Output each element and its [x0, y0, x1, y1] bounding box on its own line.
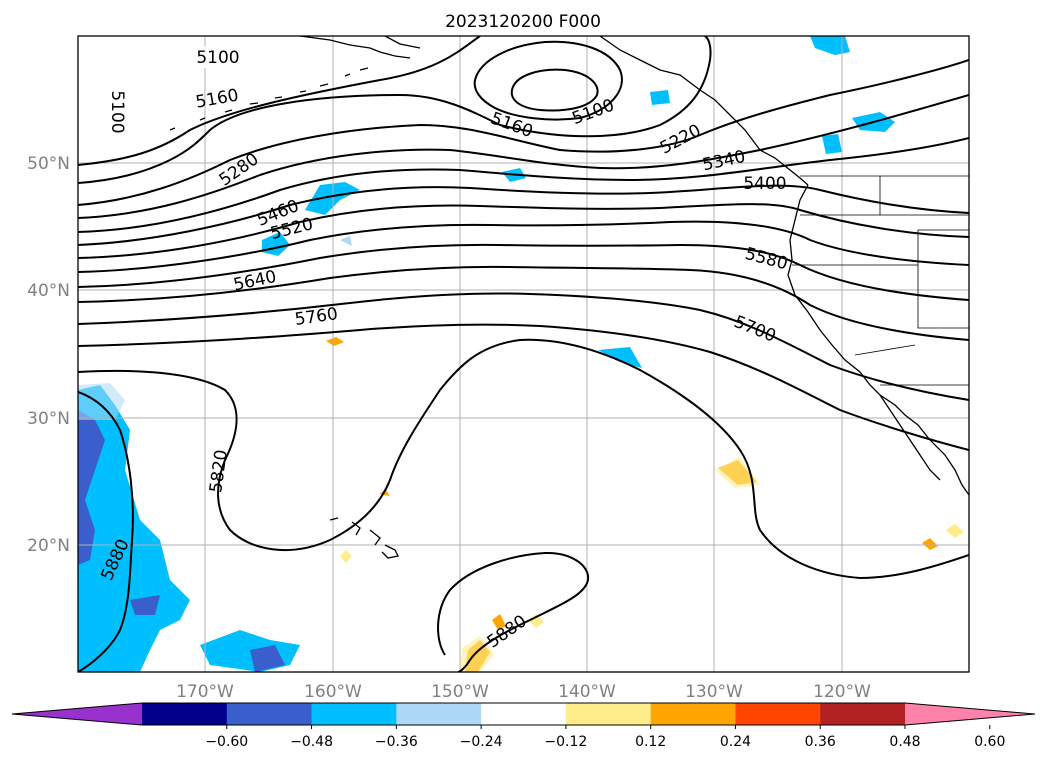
contour-label: 5100 [196, 48, 239, 68]
coastlines [169, 36, 969, 559]
lat-label: 50°N [27, 154, 70, 174]
contour-line [78, 94, 969, 219]
colorbar-segment [735, 703, 821, 725]
lon-label: 140°W [558, 682, 616, 702]
lon-label: 160°W [304, 682, 362, 702]
state-border [792, 176, 969, 386]
colorbar-segment [481, 703, 567, 725]
lon-label: 130°W [685, 682, 743, 702]
colorbar-tick-label: 0.12 [635, 734, 666, 750]
anomaly-shading [78, 36, 964, 672]
contour-line [437, 551, 590, 672]
weak-positive-anomaly-region [340, 550, 352, 563]
weak-positive-anomaly-region [715, 457, 760, 488]
contour-line [78, 292, 969, 401]
lon-label: 120°W [813, 682, 871, 702]
latitude-labels: 50°N 40°N 30°N 20°N [27, 154, 70, 556]
weak-negative-anomaly-region [78, 383, 125, 420]
contour-line [78, 137, 969, 233]
contour-label: 5100 [107, 90, 127, 133]
positive-anomaly-region [922, 538, 938, 550]
aleutian-islands [169, 67, 369, 131]
contour-line [473, 40, 623, 121]
negative-anomaly-region [822, 134, 842, 154]
colorbar-segment [396, 703, 482, 725]
weak-positive-anomaly-region [528, 614, 544, 628]
contour-line [78, 220, 969, 273]
lat-label: 20°N [27, 536, 70, 556]
colorbar: −0.60 −0.48 −0.36 −0.24 −0.12 0.12 0.24 0.36 0.4… [11, 702, 1036, 750]
colorbar-tick-label: −0.60 [205, 734, 248, 750]
north-america-west-coast [787, 184, 969, 496]
contour-line [78, 184, 969, 246]
contour-line [78, 265, 969, 341]
map-frame [77, 35, 970, 673]
graticule [78, 36, 969, 672]
contour-line [510, 68, 599, 112]
political-borders [792, 175, 969, 386]
strong-negative-anomaly-region [130, 595, 160, 615]
strong-negative-anomaly-region [78, 410, 105, 565]
colorbar-extend-min [12, 703, 142, 725]
colorbar-tick-label: −0.48 [290, 734, 333, 750]
contour-line [78, 243, 969, 301]
negative-anomaly-region [78, 385, 190, 672]
colorbar-segment [226, 703, 313, 725]
colorbar-segment [650, 703, 736, 725]
colorbar-tick-label: −0.36 [375, 734, 418, 750]
colorbar-segment [311, 703, 397, 725]
colorbar-tick-label: −0.12 [544, 734, 587, 750]
negative-anomaly-region [810, 36, 850, 55]
contour-line [78, 391, 134, 672]
colorbar-outline [11, 702, 1036, 726]
baja-california [879, 394, 941, 481]
colorbar-segment [142, 703, 228, 725]
lat-label: 40°N [27, 281, 70, 301]
height-contours [78, 36, 969, 672]
longitude-labels: 170°W 160°W 150°W 140°W 130°W 120°W [176, 682, 871, 702]
contour-line [78, 59, 969, 206]
colorbar-tick-label: 0.48 [889, 734, 920, 750]
negative-anomaly-region [650, 90, 670, 105]
positive-anomaly-region [492, 614, 506, 630]
colorbar-segment [820, 703, 906, 725]
contour-line [78, 203, 969, 259]
weak-positive-anomaly-region [946, 524, 964, 538]
colorbar-tick-label: 0.60 [974, 734, 1005, 750]
lon-label: 170°W [176, 682, 234, 702]
colorbar-extend-max [905, 703, 1035, 725]
colorbar-segment [565, 703, 652, 725]
contour-label-bg [190, 46, 246, 68]
colorbar-tick-label: 0.36 [805, 734, 836, 750]
weak-negative-anomaly-region [340, 236, 352, 246]
contour-line [78, 36, 481, 166]
alaska-coast [299, 36, 421, 59]
colorbar-tick-label: −0.24 [460, 734, 503, 750]
positive-anomaly-region [326, 337, 344, 346]
map-title: 2023120200 F000 [445, 12, 601, 32]
map-area: 5100 5100 5160 5100 5160 5220 5280 5340 … [78, 36, 969, 672]
alaska-panhandle [599, 36, 809, 186]
contour-line [78, 338, 969, 580]
strong-negative-anomaly-region [250, 645, 285, 672]
contour-line [78, 36, 712, 184]
hawaiian-islands [329, 517, 399, 559]
colorbar-tick-label: 0.24 [720, 734, 751, 750]
contour-line [78, 323, 969, 451]
negative-anomaly-region [598, 347, 642, 368]
contour-label: 5400 [743, 174, 786, 194]
lat-label: 30°N [27, 409, 70, 429]
lon-label: 150°W [431, 682, 489, 702]
